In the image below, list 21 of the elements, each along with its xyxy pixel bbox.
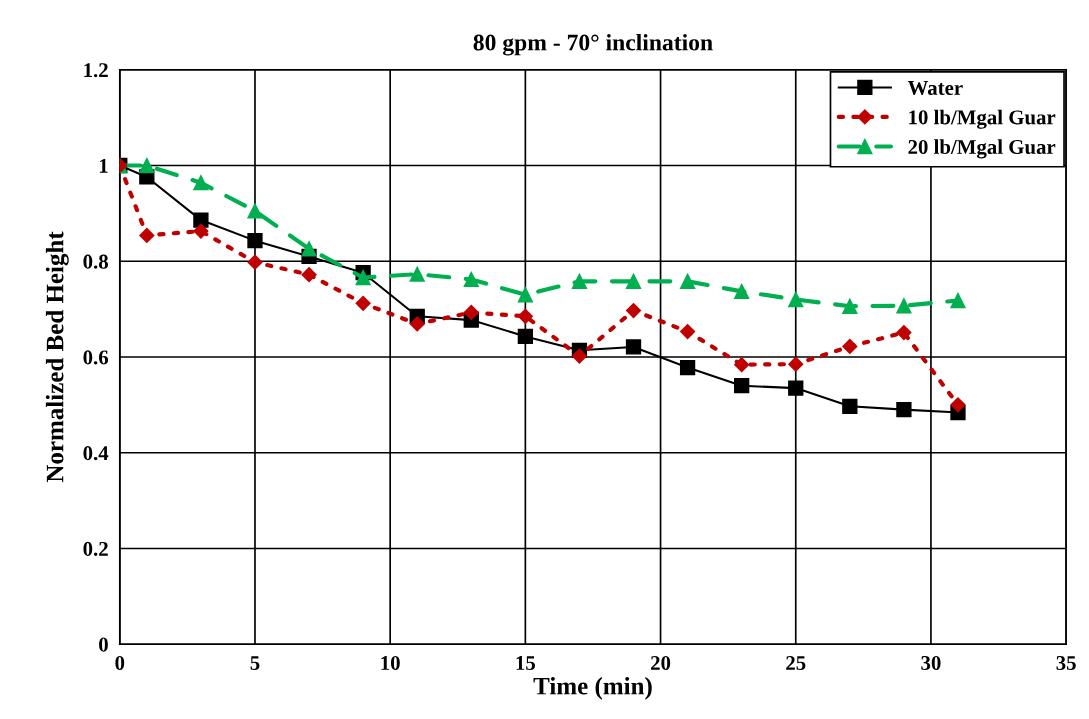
y-tick-label: 1 [99,158,108,173]
y-tick-label: 1.2 [84,63,108,78]
y-tick-label: 0.4 [83,446,109,461]
legend-label: Water [907,81,963,96]
x-tick-label: 10 [381,655,400,670]
legend-label: 20 lb/Mgal Guar [908,139,1056,159]
y-tick-label: 0.2 [83,541,108,556]
legend-label: 10 lb/Mgal Guar [909,109,1056,129]
x-tick-label: 20 [651,655,671,670]
x-tick-label: 30 [921,655,941,670]
x-axis-title: Time (min) [533,677,652,700]
x-tick-label: 5 [250,656,260,670]
x-tick-label: 0 [115,655,125,670]
y-axis-title: Normalized Bed Height [45,231,69,483]
chart-title: 80 gpm - 70° inclination [473,33,713,56]
x-tick-label: 35 [1056,656,1076,670]
x-tick-label: 25 [786,656,806,670]
y-tick-label: 0.8 [83,254,108,269]
y-tick-label: 0.6 [83,350,109,365]
x-tick-label: 15 [516,656,536,670]
y-tick-label: 0 [99,637,108,652]
